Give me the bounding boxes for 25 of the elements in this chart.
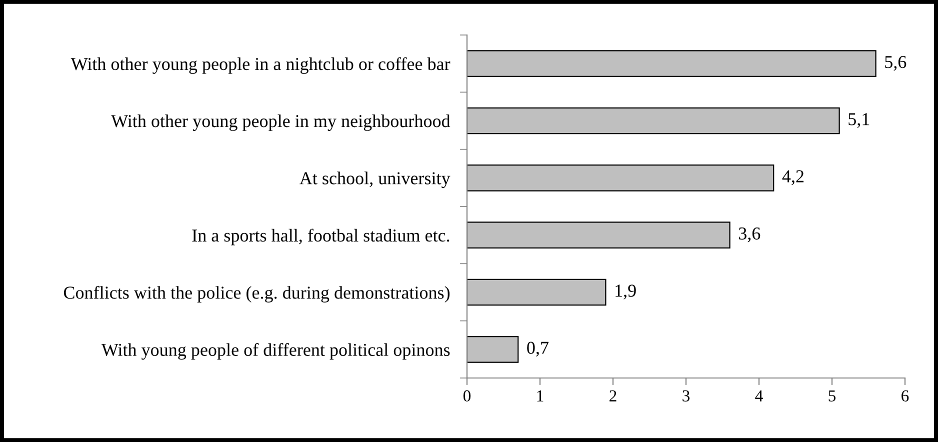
- y-tick-label: Conflicts with the police (e.g. during demonstrations): [64, 286, 450, 302]
- bar: [467, 336, 519, 363]
- x-tick-label: 6: [902, 390, 909, 402]
- bar: [467, 164, 774, 192]
- data-label: 5,1: [848, 113, 870, 128]
- y-tick-label: In a sports hall, footbal stadium etc.: [192, 228, 450, 246]
- bar: [467, 222, 730, 248]
- x-tick-label: 2: [610, 390, 616, 402]
- y-tick-label: At school, university: [300, 172, 450, 188]
- y-tick-label: With other young people in my neighbourhood: [111, 114, 450, 131]
- y-tick-label: With young people of different political opinons: [101, 343, 450, 360]
- x-tick-label: 3: [682, 390, 690, 402]
- x-tick-label: 5: [828, 390, 836, 402]
- data-label: 3,6: [738, 227, 760, 242]
- x-tick-label: 0: [463, 390, 471, 402]
- data-label: 0,7: [527, 342, 548, 357]
- data-label: 4,2: [782, 170, 804, 186]
- y-tick-label: With other young people in a nightclub or coffee bar: [70, 57, 450, 74]
- bar: [467, 50, 876, 77]
- x-tick-label: 1: [537, 390, 544, 402]
- x-tick-label: 4: [755, 390, 763, 402]
- bar: [467, 107, 840, 134]
- bar: [467, 278, 606, 306]
- data-label: 5,6: [885, 56, 906, 71]
- data-label: 1,9: [616, 284, 636, 300]
